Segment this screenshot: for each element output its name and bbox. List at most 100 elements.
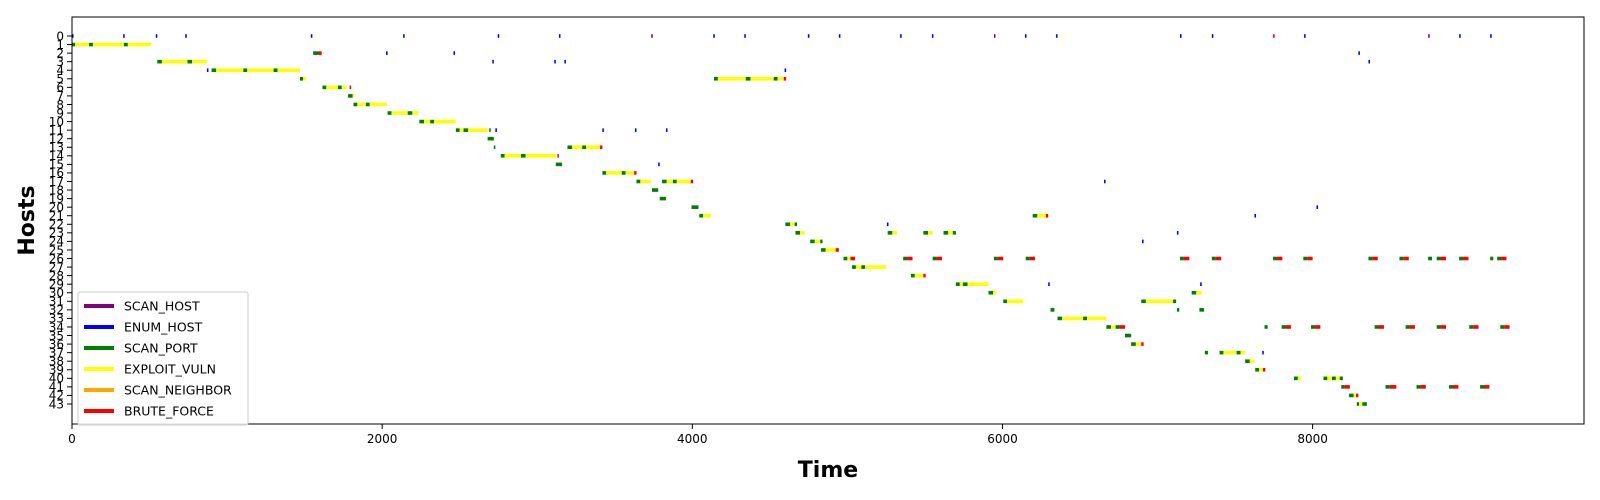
segment-enum-host (602, 128, 604, 132)
segment-scan-port (1199, 308, 1205, 312)
segment-exploit-vuln (914, 273, 924, 278)
segment-exploit-vuln (75, 42, 90, 47)
segment-enum-host (453, 51, 456, 55)
y-tick-label: 2 (56, 46, 64, 60)
segment-exploit-vuln (625, 171, 635, 175)
segment-scan-port (1339, 376, 1343, 381)
segment-scan-port (794, 222, 797, 227)
segment-exploit-vuln (1297, 376, 1301, 381)
y-tick-label: 42 (49, 389, 64, 403)
segment-exploit-vuln (717, 76, 746, 81)
segment-brute-force (1372, 256, 1378, 261)
segment-scan-port (943, 231, 949, 235)
segment-exploit-vuln (369, 102, 387, 107)
segment-scan-port (1131, 342, 1136, 346)
segment-enum-host (1262, 350, 1264, 355)
segment-enum-host (185, 34, 187, 38)
segment-exploit-vuln (572, 145, 583, 150)
y-tick-label: 38 (49, 355, 64, 369)
segment-exploit-vuln (1249, 359, 1255, 364)
segment-scan-port (1405, 325, 1410, 329)
y-tick-label: 9 (56, 106, 64, 120)
segment-exploit-vuln (1145, 299, 1174, 304)
segment-scan-port (1341, 385, 1345, 389)
segment-enum-host (495, 128, 497, 132)
segment-brute-force (1420, 385, 1426, 389)
segment-scan-port (1124, 333, 1132, 338)
segment-scan-port (489, 128, 491, 132)
segment-scan-port (988, 290, 994, 295)
segment-scan-port (313, 51, 319, 55)
y-tick-label: 10 (49, 115, 64, 129)
segment-exploit-vuln (1111, 325, 1116, 329)
x-tick-label: 4000 (677, 432, 708, 446)
segment-brute-force (1501, 256, 1507, 261)
y-tick-label: 12 (49, 132, 64, 146)
segment-scan-port (273, 68, 278, 73)
segment-enum-host (1211, 34, 1214, 38)
segment-scan-port (407, 111, 413, 115)
segment-brute-force (1262, 367, 1266, 372)
segment-scan-port (1245, 359, 1250, 364)
segment-exploit-vuln (993, 290, 997, 295)
segment-scan-port (659, 196, 666, 201)
y-tick-label: 29 (49, 277, 64, 291)
segment-enum-host (658, 162, 660, 167)
segment-brute-force (1440, 256, 1446, 261)
segment-enum-host (1142, 239, 1144, 244)
segment-scan-port (299, 76, 304, 81)
segment-scan-port (430, 119, 435, 124)
segment-enum-host (492, 59, 494, 64)
segment-exploit-vuln (1240, 350, 1246, 355)
segment-brute-force (783, 76, 787, 81)
segment-scan-port (1480, 385, 1484, 389)
segment-scan-port (843, 256, 848, 261)
segment-scan-port (1374, 325, 1379, 329)
segment-enum-host (1104, 179, 1106, 184)
segment-exploit-vuln (586, 145, 601, 150)
segment-scan-port (662, 179, 667, 184)
segment-scan-port (1176, 308, 1180, 312)
legend-label-scan-host: SCAN_HOST (124, 299, 200, 314)
y-tick-label: 30 (49, 286, 64, 300)
segment-exploit-vuln (800, 231, 805, 235)
y-tick-label: 18 (49, 183, 64, 197)
segment-brute-force (936, 256, 942, 261)
segment-scan-port (993, 256, 998, 261)
segment-exploit-vuln (468, 128, 488, 132)
segment-exploit-vuln (391, 111, 408, 115)
segment-scan-port (691, 205, 699, 209)
segment-scan-port (1497, 256, 1502, 261)
segment-enum-host (713, 34, 715, 38)
y-tick-label: 41 (49, 380, 64, 394)
segment-scan-port (852, 265, 856, 269)
segment-enum-host (564, 59, 566, 64)
segment-scan-port (651, 188, 659, 192)
y-tick-label: 22 (49, 218, 64, 232)
segment-scan-port (1264, 325, 1268, 329)
segment-scan-port (1032, 213, 1038, 218)
y-tick-label: 17 (49, 175, 64, 189)
segment-brute-force (1463, 256, 1469, 261)
segment-exploit-vuln (92, 42, 124, 47)
y-tick-label: 7 (56, 89, 64, 103)
segment-exploit-vuln (967, 282, 989, 286)
segment-brute-force (997, 256, 1004, 261)
segment-exploit-vuln (676, 179, 691, 184)
segment-exploit-vuln (357, 102, 366, 107)
y-tick-label: 28 (49, 269, 64, 283)
segment-scan-port (861, 265, 866, 269)
segment-brute-force (850, 256, 856, 261)
segment-scan-port (903, 256, 908, 261)
segment-exploit-vuln (750, 76, 774, 81)
segment-exploit-vuln (424, 119, 431, 124)
segment-scan-port (1368, 256, 1373, 261)
segment-exploit-vuln (1223, 350, 1237, 355)
segment-scan-port (1083, 316, 1087, 321)
segment-exploit-vuln (606, 171, 622, 175)
segment-scan-port (1311, 325, 1315, 329)
legend-label-brute-force: BRUTE_FORCE (124, 404, 214, 419)
segment-scan-port (1469, 325, 1474, 329)
segment-exploit-vuln (1062, 316, 1084, 321)
